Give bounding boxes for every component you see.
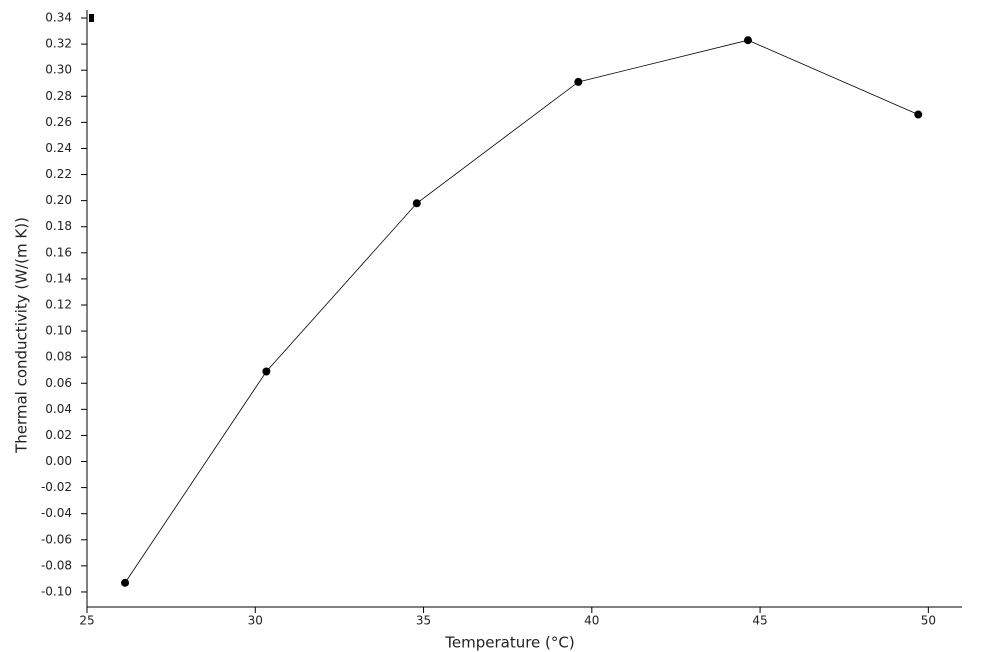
- y-tick-label: 0.14: [45, 271, 72, 285]
- y-tick-label: 0.00: [45, 454, 72, 468]
- y-tick-label: 0.22: [45, 167, 72, 181]
- x-axis-title: Temperature (°C): [444, 634, 574, 652]
- point: [412, 199, 421, 208]
- x-tick-label: 45: [752, 614, 767, 628]
- y-tick-label: 0.02: [45, 428, 72, 442]
- y-tick-label: 0.06: [45, 376, 72, 390]
- y-tick-label: 0.12: [45, 297, 72, 311]
- point: [743, 36, 752, 45]
- y-tick-label: -0.02: [41, 480, 72, 494]
- y-tick-label: 0.16: [45, 245, 72, 259]
- x-tick-label: 35: [416, 614, 431, 628]
- y-tick-label: 0.28: [45, 89, 72, 103]
- y-tick-label: 0.24: [45, 141, 72, 155]
- y-tick-label: -0.10: [41, 584, 72, 598]
- y-tick-label: 0.32: [45, 37, 72, 51]
- y-tick-label: -0.06: [41, 532, 72, 546]
- line: [124, 39, 919, 584]
- x-tick-label: 40: [584, 614, 599, 628]
- y-tick-label: 0.30: [45, 63, 72, 77]
- point: [262, 367, 271, 376]
- y-tick-label: -0.08: [41, 558, 72, 572]
- x-tick-label: 50: [921, 614, 936, 628]
- y-tick-label: -0.04: [41, 506, 72, 520]
- x-tick-label: 25: [79, 614, 94, 628]
- y-tick-label: 0.10: [45, 324, 72, 338]
- y-tick-label: 0.26: [45, 115, 72, 129]
- point: [914, 110, 923, 119]
- y-tick-label: 0.08: [45, 350, 72, 364]
- point: [574, 77, 583, 86]
- marker-icon: [89, 14, 94, 22]
- x-tick-label: 30: [248, 614, 263, 628]
- y-tick-label: 0.20: [45, 193, 72, 207]
- point: [121, 578, 130, 587]
- y-axis-title: Thermal conductivity (W/(m K)): [13, 217, 31, 454]
- y-tick-label: 0.18: [45, 219, 72, 233]
- y-tick-label: 0.34: [45, 11, 72, 25]
- y-tick-label: 0.04: [45, 402, 72, 416]
